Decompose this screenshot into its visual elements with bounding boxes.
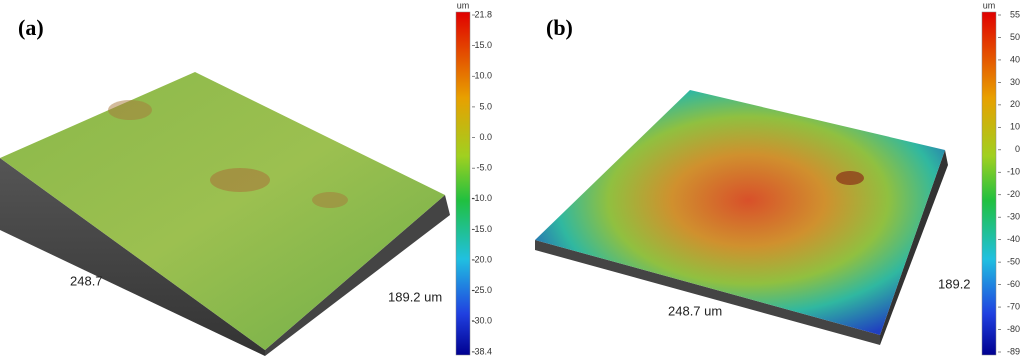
colorbar-tick-label: -10: [1007, 167, 1020, 177]
panel-label: (b): [546, 15, 573, 40]
colorbar-tick-label: 15.0: [474, 40, 492, 50]
colorbar-tick-label: -50: [1007, 257, 1020, 267]
colorbar-tick-label: -15.0: [471, 224, 492, 234]
colorbar-tick-label: -80: [1007, 324, 1020, 334]
colorbar-tick-label: 20: [1010, 99, 1020, 109]
colorbar-tick-label: -38.4: [471, 346, 492, 356]
colorbar: [981, 11, 997, 356]
colorbar-tick-label: 5.0: [479, 101, 492, 111]
surface-b: [535, 90, 948, 345]
colorbar-tick-label: -20: [1007, 189, 1020, 199]
colorbar-tick-label: -10.0: [471, 193, 492, 203]
colorbar-tick-label: -30.0: [471, 316, 492, 326]
colorbar-tick-label: -5.0: [476, 163, 492, 173]
colorbar-tick-label: -25.0: [471, 285, 492, 295]
colorbar-tick-label: 55: [1010, 9, 1020, 19]
colorbar-tick-label: -20.0: [471, 254, 492, 264]
colorbar-tick-label: 10.0: [474, 71, 492, 81]
colorbar-tick-label: -70: [1007, 301, 1020, 311]
colorbar-tick-label: 0: [1015, 144, 1020, 154]
surface-a: [0, 72, 450, 356]
panel-label: (a): [18, 15, 44, 40]
colorbar-tick-label: -30: [1007, 212, 1020, 222]
colorbar-tick-label: -40: [1007, 234, 1020, 244]
colorbar-tick-label: 10: [1010, 122, 1020, 132]
colorbar-unit: um: [983, 0, 996, 10]
colorbar-tick-label: 30: [1010, 77, 1020, 87]
length-label: 248.7: [70, 273, 103, 288]
colorbar-tick-label: 21.8: [474, 9, 492, 19]
colorbar-tick-label: 0.0: [479, 132, 492, 142]
length-label: 248.7 um: [668, 303, 722, 318]
width-label: 189.2 um: [388, 289, 442, 304]
colorbar-tick-label: -89: [1007, 346, 1020, 356]
colorbar-tick-label: 40: [1010, 54, 1020, 64]
colorbar-tick-label: 50: [1010, 32, 1020, 42]
colorbar: [455, 11, 471, 356]
colorbar-tick-label: -60: [1007, 279, 1020, 289]
colorbar-unit: um: [457, 0, 470, 10]
width-label: 189.2: [938, 276, 971, 291]
